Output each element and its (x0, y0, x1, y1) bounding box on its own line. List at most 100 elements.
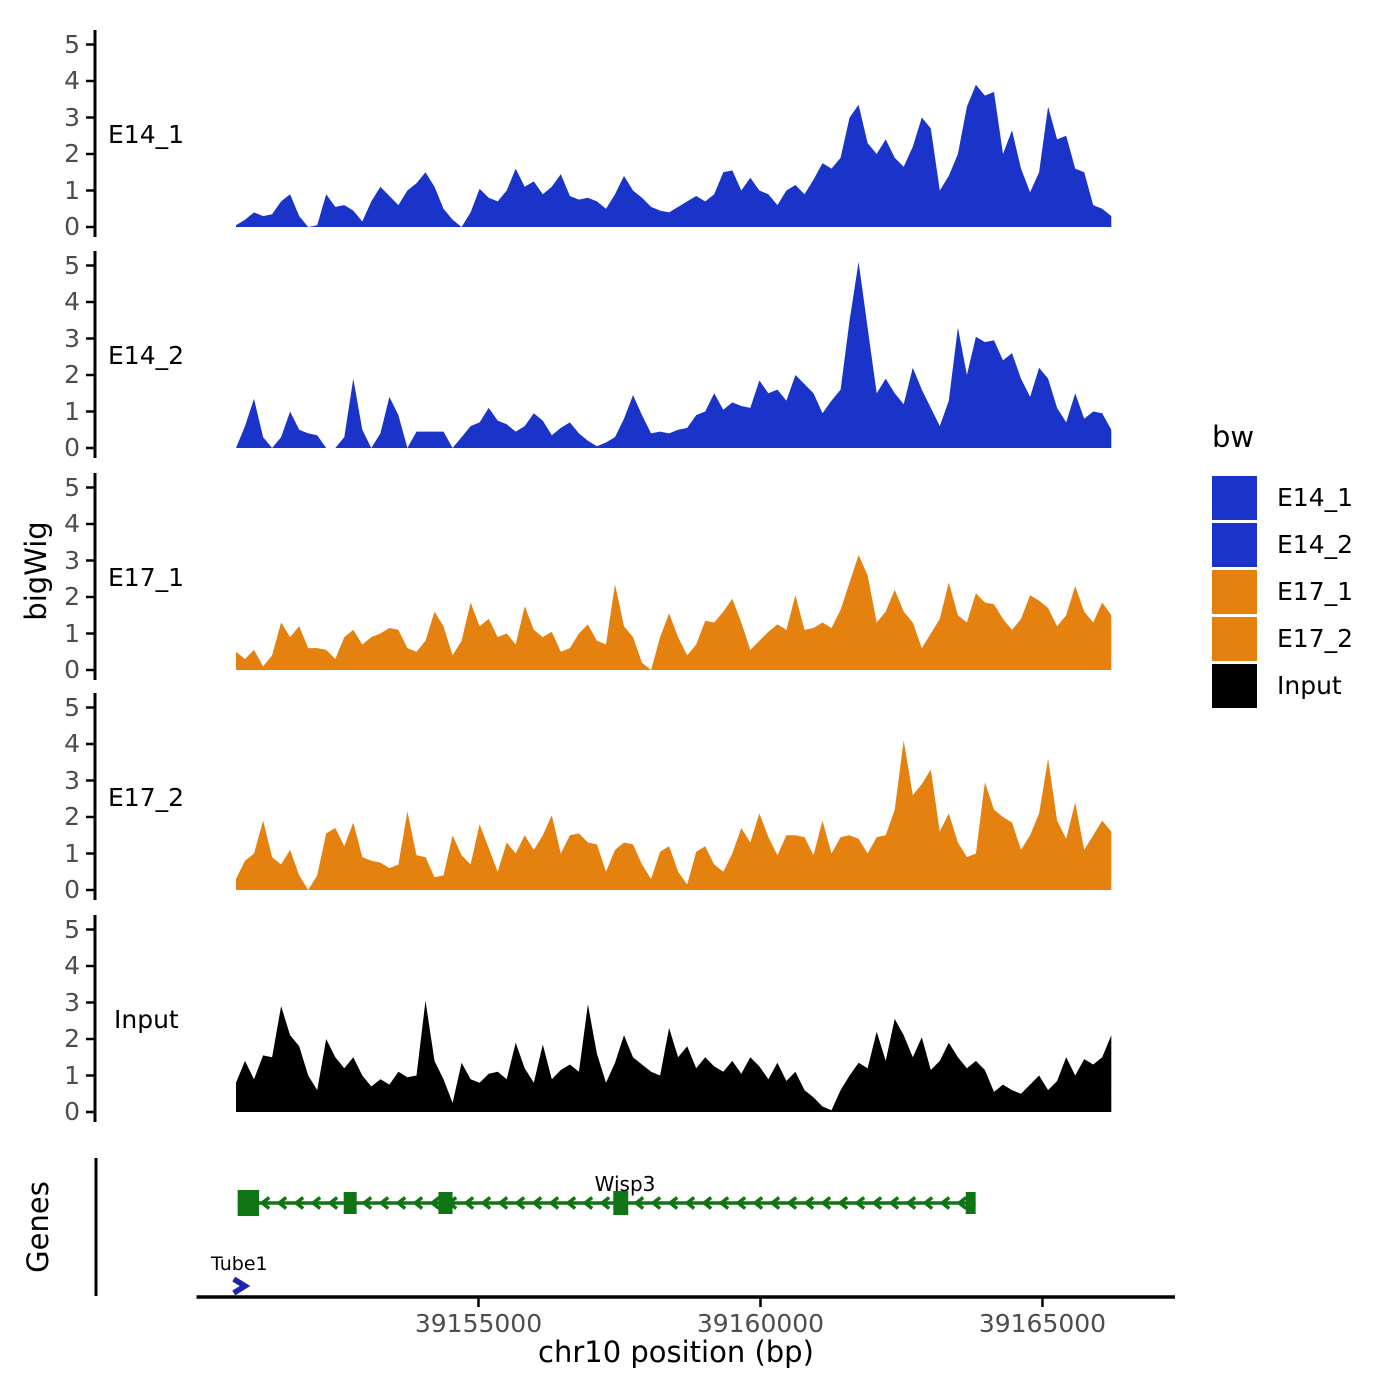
x-tick-label: 39155000 (414, 1309, 543, 1338)
legend-swatch-e17-1 (1212, 569, 1257, 614)
y-tick-label-E14_2: 0 (64, 433, 80, 462)
legend: bw E14_1 E14_2 E17_1 E17_2 Input (1212, 420, 1353, 709)
legend-item-e14-2: E14_2 (1212, 521, 1353, 568)
exon-block (237, 1190, 260, 1216)
legend-item-e14-1: E14_1 (1212, 474, 1353, 521)
y-tick-label-Input: 4 (64, 951, 80, 980)
y-tick-label-E17_1: 5 (64, 472, 80, 502)
strand-arrow-icon (718, 1196, 730, 1210)
track-E17_1 (86, 473, 1112, 680)
signal-area-E14_2 (236, 261, 1112, 448)
y-tick-label-E14_2: 4 (64, 287, 80, 316)
strand-arrow-icon (650, 1196, 662, 1210)
y-tick-label-E17_1: 3 (64, 545, 80, 575)
strand-arrow-icon (497, 1196, 509, 1210)
strand-arrow-icon (429, 1196, 441, 1210)
strand-arrow-icon (548, 1196, 560, 1210)
exon-block (343, 1192, 357, 1214)
strand-arrow-icon (854, 1196, 866, 1210)
x-tick-label: 39160000 (696, 1309, 825, 1338)
legend-label-e17-2: E17_2 (1277, 624, 1354, 653)
strand-arrow-icon (888, 1196, 900, 1210)
strand-arrow-icon (752, 1196, 764, 1210)
track-label-e17-2: E17_2 (108, 783, 185, 812)
strand-arrow-icon (276, 1196, 288, 1210)
y-tick-label-E17_2: 4 (64, 729, 80, 758)
strand-arrow-icon (701, 1196, 713, 1210)
y-tick-label-E17_2: 2 (64, 802, 80, 831)
strand-arrow-icon (667, 1196, 679, 1210)
strand-arrow-icon (956, 1196, 968, 1210)
strand-arrow-icon (837, 1196, 849, 1210)
strand-arrow-icon (735, 1196, 747, 1210)
signal-area-E17_2 (236, 740, 1112, 890)
y-tick-label-E14_1: 1 (64, 175, 80, 205)
gene-tube1-arrow-icon (232, 1276, 251, 1296)
track-E14_1 (86, 30, 1112, 237)
y-tick-label-E17_1: 2 (64, 582, 80, 611)
y-tick-label-E14_2: 5 (64, 250, 80, 280)
y-tick-label-E14_2: 2 (64, 360, 80, 389)
y-tick-label-E14_1: 5 (64, 29, 80, 59)
legend-swatch-e14-1 (1212, 475, 1257, 520)
strand-arrow-icon (327, 1196, 339, 1210)
y-tick-label-Input: 0 (64, 1097, 80, 1126)
track-label-e17-1: E17_1 (108, 563, 185, 592)
exon-block (613, 1191, 629, 1215)
y-tick-label-E17_1: 4 (64, 509, 80, 538)
y-tick-label-E14_2: 1 (64, 396, 80, 426)
legend-item-e17-2: E17_2 (1212, 615, 1353, 662)
strand-arrow-icon (378, 1196, 390, 1210)
strand-arrow-icon (531, 1196, 543, 1210)
y-tick-label-Input: 2 (64, 1024, 80, 1053)
y-tick-label-E14_1: 0 (64, 212, 80, 241)
strand-arrow-icon (361, 1196, 373, 1210)
gene-wisp3-glyph (237, 1190, 976, 1216)
y-tick-label-E17_2: 1 (64, 838, 80, 868)
gene-label-wisp3: Wisp3 (594, 1172, 656, 1196)
strand-arrow-icon (905, 1196, 917, 1210)
track-E14_2 (86, 251, 1112, 458)
y-tick-label-E17_1: 1 (64, 618, 80, 648)
x-axis-title: chr10 position (bp) (538, 1335, 814, 1369)
y-tick-label-E14_1: 4 (64, 66, 80, 95)
strand-arrow-icon (820, 1196, 832, 1210)
track-E17_2 (86, 693, 1112, 900)
strand-arrow-icon (480, 1196, 492, 1210)
legend-swatch-e17-2 (1212, 616, 1257, 661)
track-Input (86, 915, 1112, 1122)
legend-item-input: Input (1212, 662, 1353, 709)
legend-label-e17-1: E17_1 (1277, 577, 1354, 606)
strand-arrow-icon (293, 1196, 305, 1210)
signal-area-E14_1 (236, 84, 1112, 227)
y-tick-label-Input: 3 (64, 987, 80, 1017)
strand-arrow-icon (514, 1196, 526, 1210)
strand-arrow-icon (939, 1196, 951, 1210)
legend-item-e17-1: E17_1 (1212, 568, 1353, 615)
track-label-e14-1: E14_1 (108, 120, 185, 149)
y-tick-label-E14_2: 3 (64, 323, 80, 353)
y-tick-label-E14_1: 3 (64, 102, 80, 132)
strand-arrow-icon (871, 1196, 883, 1210)
strand-arrow-icon (786, 1196, 798, 1210)
strand-arrow-icon (633, 1196, 645, 1210)
legend-label-input: Input (1277, 671, 1342, 700)
strand-arrow-icon (412, 1196, 424, 1210)
strand-arrow-icon (259, 1196, 271, 1210)
y-tick-label-E17_2: 3 (64, 765, 80, 795)
legend-label-e14-2: E14_2 (1277, 530, 1354, 559)
strand-arrow-icon (684, 1196, 696, 1210)
legend-title: bw (1212, 420, 1255, 454)
y-tick-label-Input: 5 (64, 914, 80, 944)
y-tick-label-Input: 1 (64, 1060, 80, 1090)
signal-area-Input (236, 1000, 1112, 1112)
strand-arrow-icon (599, 1196, 611, 1210)
y-tick-label-E17_1: 0 (64, 655, 80, 684)
gene-label-tube1: Tube1 (211, 1253, 268, 1275)
signal-area-E17_1 (236, 555, 1112, 670)
x-tick-label: 39165000 (978, 1309, 1107, 1338)
strand-arrow-icon (463, 1196, 475, 1210)
strand-arrow-icon (922, 1196, 934, 1210)
